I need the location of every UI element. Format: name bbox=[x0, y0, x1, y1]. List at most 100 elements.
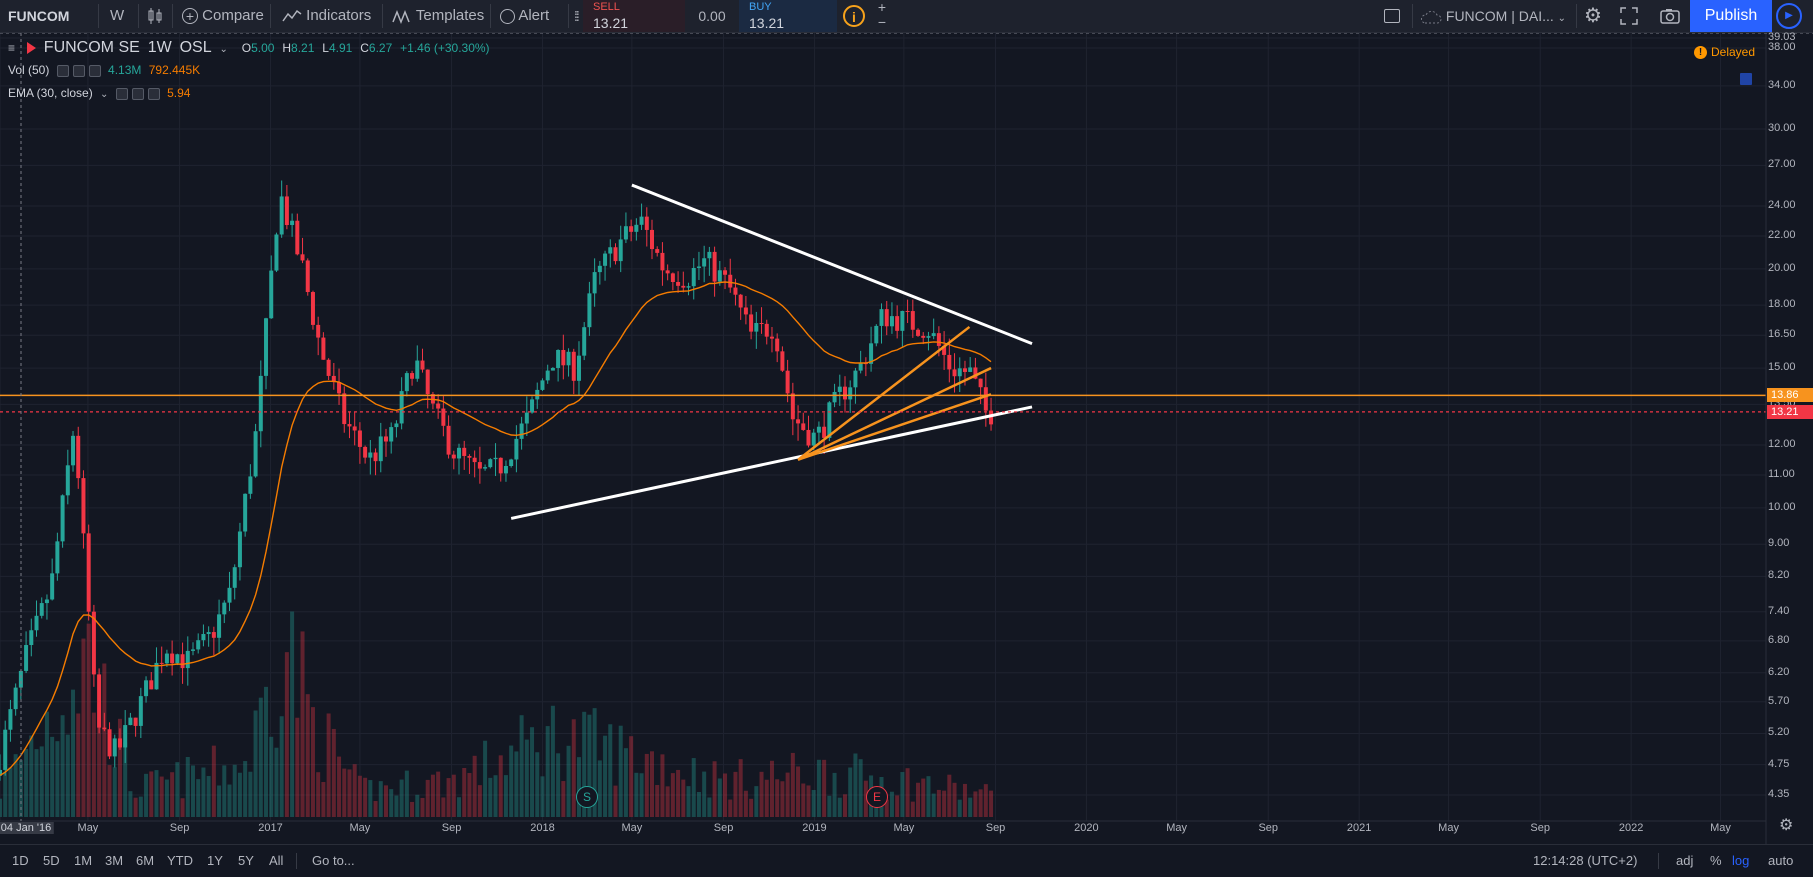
earnings-marker[interactable]: E bbox=[866, 786, 888, 808]
collapse-icon[interactable]: ≡ bbox=[8, 41, 16, 55]
range-button-5d[interactable]: 5D bbox=[43, 853, 60, 868]
chevron-down-icon[interactable]: ⌄ bbox=[100, 89, 109, 100]
candle-body bbox=[926, 336, 931, 338]
volume-bar bbox=[24, 748, 29, 817]
layout-selector[interactable]: FUNCOM | DAI... ⌄ bbox=[1420, 0, 1566, 32]
eye-icon[interactable] bbox=[56, 64, 69, 77]
price-axis-label: 38.00 bbox=[1768, 41, 1796, 53]
adj-toggle[interactable]: adj bbox=[1676, 853, 1694, 868]
clock-time[interactable]: 12:14:28 (UTC+2) bbox=[1533, 853, 1638, 868]
close-icon[interactable] bbox=[88, 64, 101, 77]
candle bbox=[81, 470, 86, 549]
percent-toggle[interactable]: % bbox=[1710, 853, 1722, 868]
plus-circle-icon: + bbox=[182, 8, 198, 25]
volume-bar bbox=[587, 714, 592, 817]
candle bbox=[921, 332, 926, 345]
candle bbox=[316, 316, 321, 356]
candle bbox=[775, 333, 780, 363]
sell-button[interactable]: SELL 13.21 bbox=[583, 0, 685, 32]
candle-body bbox=[681, 285, 686, 288]
buy-button[interactable]: BUY 13.21 bbox=[739, 0, 837, 32]
play-icon[interactable]: ▶ bbox=[1776, 3, 1802, 29]
range-button-1m[interactable]: 1M bbox=[74, 853, 93, 868]
save-icon[interactable] bbox=[1740, 73, 1752, 85]
ema-legend[interactable]: EMA (30, close) ⌄ 5.94 bbox=[8, 83, 194, 103]
candle-body bbox=[337, 382, 342, 394]
chevron-down-icon[interactable]: ⌄ bbox=[219, 44, 228, 55]
volume-bar bbox=[117, 718, 122, 817]
candle-body bbox=[389, 427, 394, 442]
candle-body bbox=[576, 355, 581, 381]
volume-bar bbox=[430, 774, 435, 817]
alert-button[interactable]: Alert bbox=[500, 0, 549, 32]
volume-bar bbox=[347, 769, 352, 817]
volume-bar bbox=[269, 736, 274, 817]
expand-icon[interactable] bbox=[1620, 0, 1638, 32]
candle bbox=[107, 722, 112, 760]
chart-canvas[interactable] bbox=[0, 33, 1813, 844]
volume-bar bbox=[457, 797, 462, 817]
volume-legend[interactable]: Vol (50) 4.13M 792.445K bbox=[8, 60, 204, 80]
candle-body bbox=[342, 393, 347, 425]
volume-bar bbox=[561, 781, 566, 817]
indicators-button[interactable]: Indicators bbox=[282, 0, 371, 32]
gear-icon[interactable] bbox=[131, 87, 144, 100]
templates-icon bbox=[392, 10, 410, 25]
candle bbox=[702, 245, 707, 283]
range-button-all[interactable]: All bbox=[269, 853, 284, 868]
minus-button[interactable]: − bbox=[877, 14, 887, 30]
candle bbox=[326, 358, 331, 380]
candle bbox=[712, 246, 717, 297]
symbol-search[interactable]: FUNCOM bbox=[8, 8, 70, 24]
goto-button[interactable]: Go to... bbox=[312, 853, 355, 868]
templates-button[interactable]: Templates bbox=[392, 0, 484, 32]
volume-bar bbox=[91, 712, 96, 817]
candle bbox=[509, 458, 514, 468]
candle bbox=[592, 258, 597, 307]
chart-type-button[interactable] bbox=[147, 0, 163, 32]
axis-settings-gear-icon[interactable]: ⚙ bbox=[1779, 817, 1794, 834]
delayed-badge[interactable]: ! Delayed bbox=[1694, 45, 1755, 60]
range-button-5y[interactable]: 5Y bbox=[238, 853, 254, 868]
candle-body bbox=[211, 632, 216, 638]
candle bbox=[576, 341, 581, 396]
split-marker[interactable]: S bbox=[576, 786, 598, 808]
time-axis-label: 2018 bbox=[530, 822, 555, 834]
range-button-1y[interactable]: 1Y bbox=[207, 853, 223, 868]
plus-button[interactable]: + bbox=[877, 0, 887, 15]
camera-icon[interactable] bbox=[1660, 0, 1680, 32]
candle-body bbox=[149, 680, 154, 690]
volume-bar bbox=[931, 793, 936, 817]
range-button-ytd[interactable]: YTD bbox=[167, 853, 193, 868]
range-button-6m[interactable]: 6M bbox=[136, 853, 155, 868]
publish-button[interactable]: Publish bbox=[1690, 0, 1772, 32]
main-series-legend[interactable]: ≡ FUNCOM SE 1W OSL ⌄ O5.00 H8.21 L4.91 C… bbox=[8, 37, 494, 57]
candle-body bbox=[196, 640, 201, 650]
gear-icon[interactable]: ⚙ bbox=[1584, 5, 1602, 27]
compare-button[interactable]: + Compare bbox=[182, 0, 264, 32]
candle bbox=[274, 232, 279, 273]
log-toggle[interactable]: log bbox=[1732, 853, 1750, 868]
cloud-icon bbox=[1421, 11, 1442, 24]
volume-bar bbox=[102, 663, 107, 817]
info-icon[interactable]: i bbox=[843, 5, 865, 27]
candle bbox=[942, 331, 947, 370]
candle-body bbox=[587, 293, 592, 328]
candle-body bbox=[889, 316, 894, 327]
volume-bar bbox=[837, 797, 842, 817]
candle-body bbox=[206, 632, 211, 635]
volume-bar bbox=[905, 768, 910, 817]
candle bbox=[258, 360, 263, 448]
interval-button[interactable]: W bbox=[110, 7, 125, 24]
range-button-1d[interactable]: 1D bbox=[12, 853, 29, 868]
auto-toggle[interactable]: auto bbox=[1768, 853, 1794, 868]
close-icon[interactable] bbox=[147, 87, 160, 100]
eye-icon[interactable] bbox=[115, 87, 128, 100]
candle-body bbox=[676, 281, 681, 286]
drag-handle-icon[interactable]: ⁞⁞ bbox=[574, 8, 580, 24]
range-button-3m[interactable]: 3M bbox=[105, 853, 124, 868]
fullscreen-toggle[interactable] bbox=[1384, 0, 1400, 32]
gear-icon[interactable] bbox=[72, 64, 85, 77]
candle bbox=[639, 203, 644, 230]
candle-body bbox=[300, 254, 305, 261]
